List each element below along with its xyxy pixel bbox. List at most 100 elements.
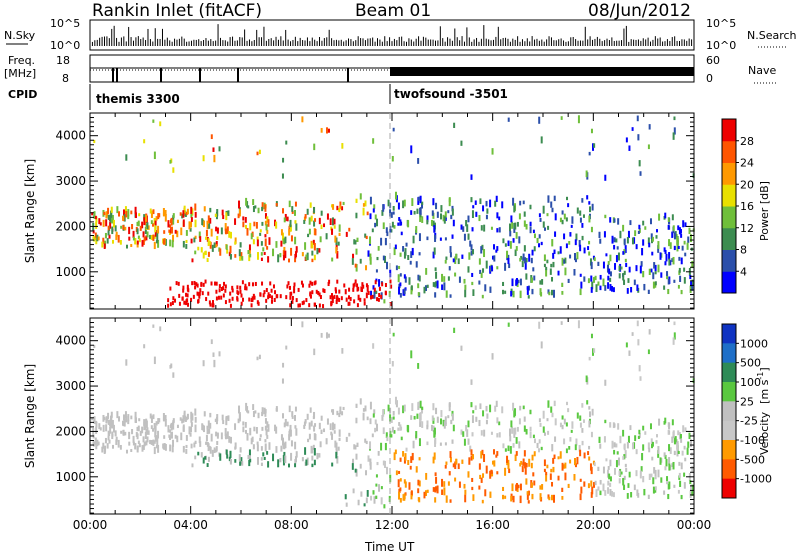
- power-cell: [259, 229, 262, 233]
- cpid-mode-1: themis 3300: [96, 92, 180, 106]
- power-cell: [130, 210, 133, 215]
- velocity-cell: [355, 417, 358, 424]
- velocity-cell: [291, 411, 294, 417]
- power-cell: [525, 223, 528, 230]
- power-cell: [279, 252, 282, 258]
- velocity-cell: [111, 420, 114, 429]
- power-cell: [167, 220, 170, 228]
- velocity-cell: [581, 427, 584, 433]
- power-cell: [561, 290, 564, 295]
- velocity-cell: [398, 422, 401, 426]
- power-cell: [318, 303, 321, 308]
- power-cell: [204, 251, 207, 255]
- cpid-label: CPID: [8, 88, 37, 101]
- power-cell: [281, 173, 284, 179]
- velocity-cell: [334, 440, 337, 448]
- power-cell: [628, 266, 631, 273]
- power-cell: [320, 210, 323, 216]
- power-cell: [201, 218, 204, 226]
- velocity-cell: [339, 410, 342, 415]
- power-cell: [553, 289, 556, 298]
- colorbar-tick-label: 12: [740, 222, 754, 235]
- power-cell: [125, 154, 128, 161]
- power-cell: [627, 278, 630, 283]
- velocity-cell: [398, 491, 401, 500]
- velocity-cell: [599, 479, 602, 485]
- velocity-cell: [234, 423, 237, 430]
- power-cell: [115, 231, 118, 237]
- power-cell: [150, 220, 153, 225]
- velocity-cell: [678, 472, 681, 478]
- power-cell: [404, 276, 407, 283]
- power-cell: [451, 234, 454, 239]
- power-cell: [171, 301, 174, 306]
- power-cell: [182, 240, 185, 248]
- velocity-cell: [419, 419, 422, 427]
- velocity-cell: [181, 418, 184, 424]
- power-cell: [209, 241, 212, 249]
- velocity-cell: [496, 471, 499, 475]
- power-cell: [136, 240, 139, 245]
- velocity-cell: [370, 495, 373, 501]
- nsky-label: N.Sky: [4, 29, 36, 42]
- colorbar-tick-label: 4: [740, 265, 747, 278]
- velocity-colorbar-label-units: [m s: [758, 379, 771, 404]
- velocity-cell: [506, 455, 509, 463]
- power-cell: [509, 223, 512, 232]
- power-cell: [561, 210, 564, 215]
- velocity-cell: [502, 494, 505, 500]
- velocity-cell: [147, 430, 150, 435]
- velocity-cell: [628, 471, 631, 478]
- power-cell: [183, 205, 186, 214]
- power-cell: [311, 258, 314, 263]
- power-cell: [519, 290, 522, 299]
- power-cell: [434, 267, 437, 272]
- power-cell: [532, 229, 535, 234]
- power-cell: [301, 252, 304, 257]
- velocity-cell: [111, 444, 114, 449]
- power-cell: [127, 214, 130, 220]
- power-cell: [538, 234, 541, 239]
- velocity-cell: [261, 407, 264, 415]
- velocity-cell: [551, 412, 554, 418]
- velocity-cell: [576, 456, 579, 465]
- velocity-cell: [193, 442, 196, 448]
- power-cell: [515, 246, 518, 251]
- power-cell: [353, 299, 356, 304]
- velocity-cell: [403, 404, 406, 412]
- x-tick-label: 00:00: [677, 518, 712, 532]
- power-cell: [593, 277, 596, 283]
- power-cell: [111, 215, 114, 224]
- power-cell: [136, 228, 139, 235]
- velocity-cell: [260, 462, 263, 466]
- power-cell: [564, 257, 567, 264]
- power-cell: [354, 263, 357, 268]
- power-cell: [585, 170, 588, 178]
- velocity-cell: [673, 321, 676, 326]
- velocity-cell: [267, 461, 270, 468]
- velocity-cell: [581, 440, 584, 446]
- velocity-cell: [103, 448, 106, 455]
- velocity-cell: [199, 441, 202, 447]
- power-cell: [242, 216, 245, 221]
- cpid-row: CPID themis 3300 twofsound -3501: [8, 84, 508, 110]
- power-cell: [316, 247, 319, 255]
- power-cell: [365, 292, 368, 299]
- power-cell: [221, 209, 224, 216]
- velocity-cell: [552, 466, 555, 473]
- power-cell: [485, 214, 488, 220]
- velocity-cell: [132, 435, 135, 443]
- power-cell: [282, 208, 285, 214]
- power-cell: [463, 278, 466, 284]
- power-cell: [471, 272, 474, 277]
- power-cell: [623, 249, 626, 255]
- velocity-cell: [242, 426, 245, 433]
- power-cell: [529, 204, 532, 210]
- power-cell: [154, 225, 157, 233]
- power-cell: [545, 266, 548, 271]
- velocity-cell: [668, 457, 671, 465]
- power-cell: [426, 284, 429, 288]
- power-cell: [490, 265, 493, 269]
- power-cell: [623, 270, 626, 275]
- power-cell: [587, 246, 590, 251]
